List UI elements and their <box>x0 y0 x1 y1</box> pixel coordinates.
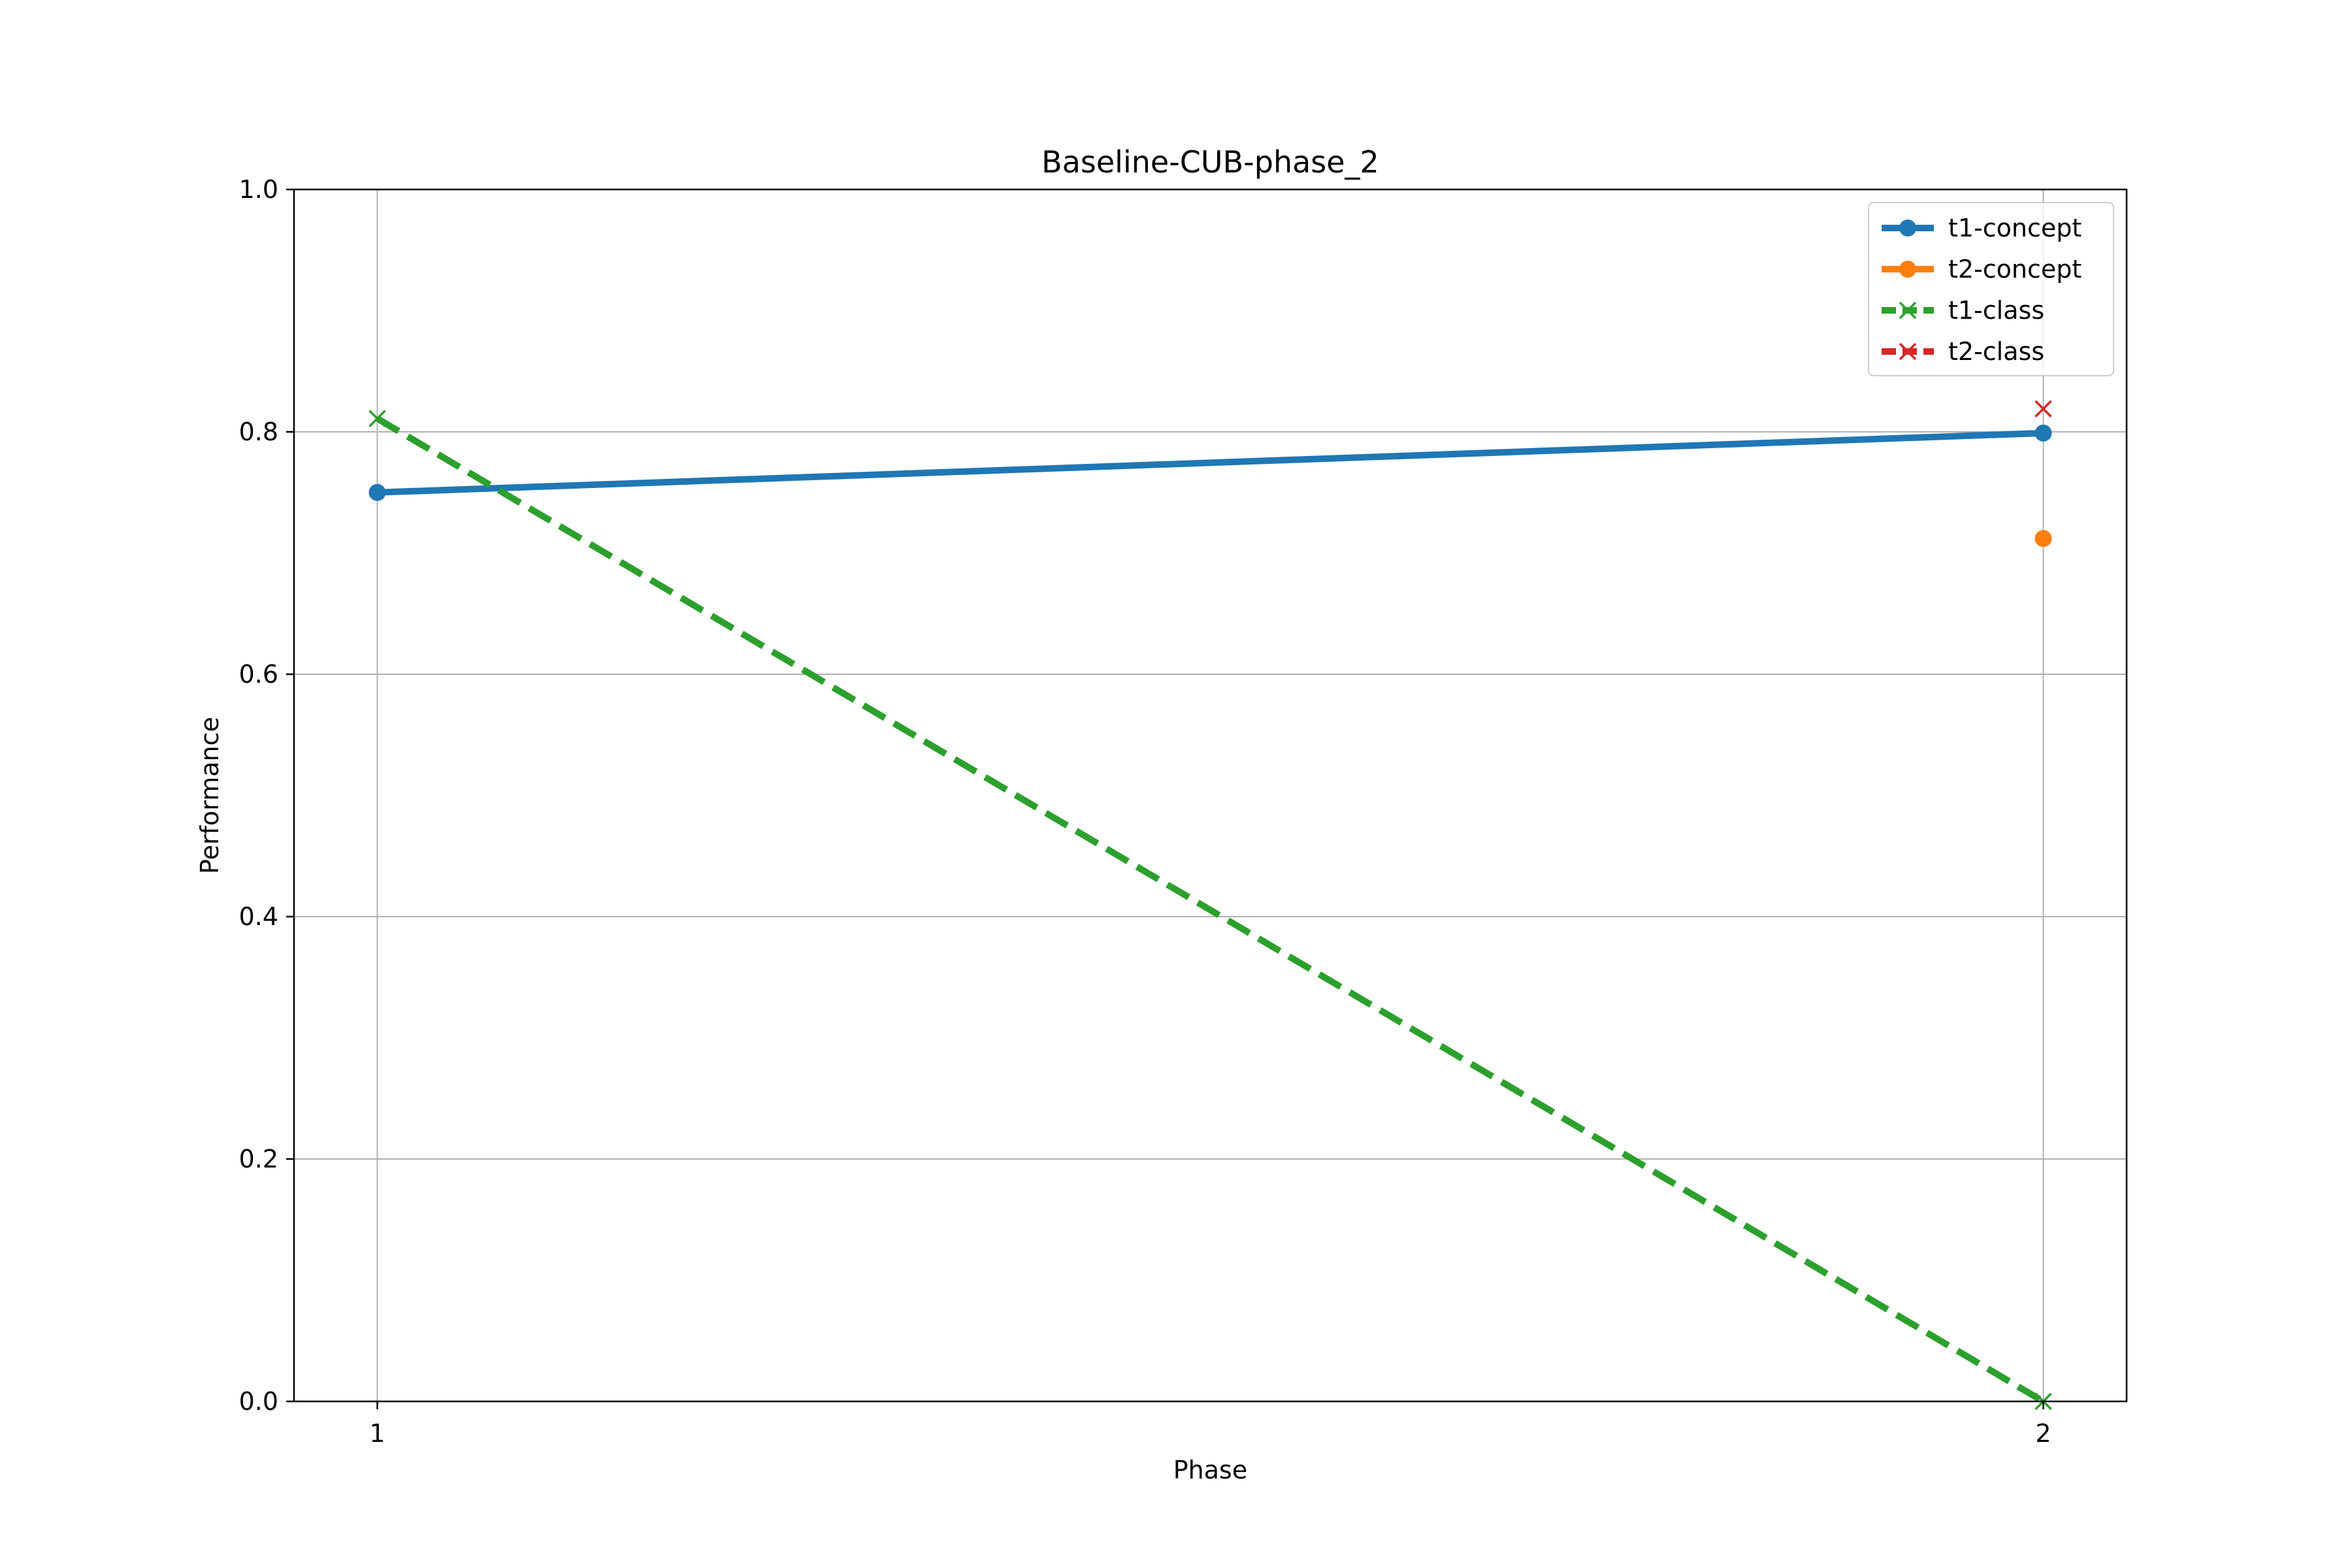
legend-label-t1-concept: t1-concept <box>1948 214 2082 242</box>
axes-frame <box>293 188 2128 1403</box>
data-point-t1-concept <box>368 483 386 501</box>
x-tick-label: 2 <box>2035 1419 2051 1448</box>
y-axis-label: Performance <box>195 717 224 874</box>
legend-marker-t1-class <box>1899 301 1917 319</box>
legend-marker-t2-class <box>1899 342 1917 361</box>
legend-marker-t1-concept <box>1899 220 1916 237</box>
data-point-t2-class <box>2034 400 2052 417</box>
x-marker-stroke <box>1899 301 1917 319</box>
legend-label-t1-class: t1-class <box>1948 296 2044 325</box>
series-line-t1-concept <box>377 429 2044 496</box>
series-layer <box>368 400 2052 1411</box>
y-tick-label: 0.4 <box>239 902 278 931</box>
data-point-t2-concept <box>2034 530 2052 547</box>
y-tick-label: 0.0 <box>239 1387 278 1416</box>
ticks-layer: 0.0 0.2 0.4 0.6 0.8 1.0 1 2 <box>239 175 2051 1448</box>
legend-label-t2-concept: t2-concept <box>1948 255 2082 284</box>
series-t2-concept <box>2034 530 2052 547</box>
y-tick-label: 1.0 <box>239 175 278 204</box>
x-marker-stroke <box>368 410 386 427</box>
series-line-t1-class <box>375 416 2046 1405</box>
y-tick-label: 0.6 <box>239 660 278 689</box>
chart-title: Baseline-CUB-phase_2 <box>1041 144 1379 180</box>
y-tick-label: 0.8 <box>239 417 278 446</box>
x-marker-stroke <box>1899 342 1917 361</box>
series-t1-concept <box>368 424 2052 501</box>
legend-box <box>1868 202 2114 376</box>
x-marker-stroke <box>2034 400 2052 417</box>
data-point-t1-class <box>368 410 386 427</box>
x-axis-label: Phase <box>1173 1456 1247 1484</box>
legend: t1-concept t2-concept t1-class t2-class <box>1868 202 2114 376</box>
y-tick-label: 0.2 <box>239 1145 278 1173</box>
series-t2-class <box>2034 400 2052 417</box>
data-point-t1-concept <box>2034 424 2052 442</box>
legend-label-t2-class: t2-class <box>1948 337 2044 366</box>
legend-marker-t2-concept <box>1899 261 1916 278</box>
x-tick-label: 1 <box>369 1419 385 1448</box>
